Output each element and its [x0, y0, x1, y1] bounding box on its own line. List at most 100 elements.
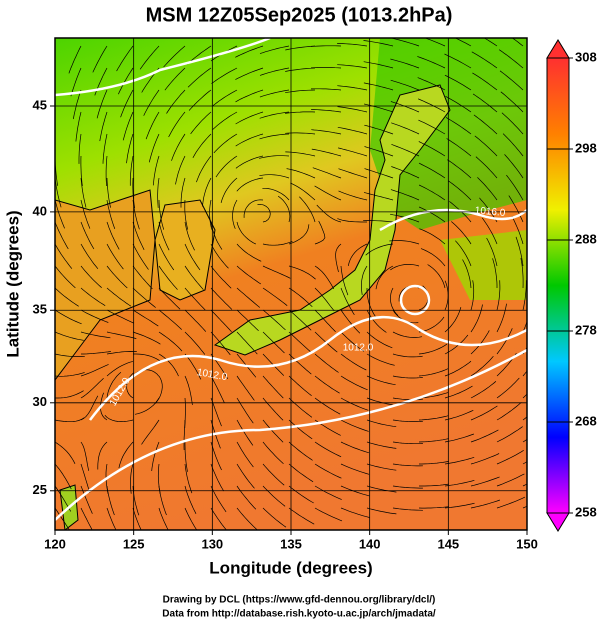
- streamline: [210, 375, 225, 403]
- streamline: [55, 68, 56, 70]
- colorbar-tick-label: 308: [575, 49, 597, 64]
- streamline: [210, 331, 231, 356]
- streamline: [288, 353, 312, 375]
- streamline: [184, 463, 193, 494]
- streamline: [96, 89, 108, 119]
- streamline: [288, 309, 312, 331]
- streamline: [75, 111, 82, 142]
- streamline: [262, 187, 290, 201]
- streamline: [363, 40, 394, 47]
- streamline: [158, 331, 183, 352]
- streamline: [134, 397, 160, 415]
- streamline: [236, 331, 258, 355]
- streamline: [106, 361, 133, 377]
- streamline: [366, 485, 397, 493]
- streamline: [80, 378, 104, 399]
- streamline: [285, 111, 316, 114]
- streamline: [106, 265, 128, 289]
- streamline: [483, 38, 498, 47]
- streamline: [106, 287, 132, 307]
- streamline: [504, 154, 524, 179]
- streamline: [158, 353, 179, 377]
- streamline: [340, 331, 365, 352]
- streamline: [314, 185, 342, 201]
- streamline: [158, 287, 181, 310]
- streamline: [390, 264, 420, 271]
- streamline: [106, 371, 122, 399]
- streamline: [118, 441, 134, 469]
- x-tick-label: 140: [359, 536, 381, 551]
- streamline: [285, 45, 316, 51]
- streamline: [470, 280, 475, 311]
- streamline: [337, 64, 368, 69]
- streamline: [496, 402, 522, 421]
- streamline: [132, 221, 145, 250]
- streamline: [55, 441, 76, 464]
- streamline: [316, 204, 342, 223]
- streamline: [310, 45, 342, 47]
- colorbar-max-arrow: [546, 39, 570, 59]
- streamline: [492, 258, 498, 288]
- streamline: [496, 280, 501, 311]
- streamline: [366, 375, 396, 386]
- streamline: [474, 135, 498, 157]
- streamline: [522, 280, 527, 311]
- streamline: [427, 264, 446, 289]
- streamline: [314, 507, 343, 522]
- streamline: [363, 192, 394, 201]
- streamline: [311, 129, 342, 135]
- streamline: [314, 309, 336, 333]
- streamline: [262, 331, 285, 354]
- streamline: [444, 433, 475, 443]
- streamline: [97, 441, 108, 470]
- streamline: [390, 79, 420, 91]
- streamline: [445, 95, 472, 113]
- streamline: [184, 375, 193, 406]
- streamline: [80, 199, 91, 229]
- streamline: [236, 419, 254, 446]
- streamline: [455, 240, 472, 267]
- streamline: [148, 133, 160, 163]
- streamline: [392, 463, 423, 467]
- streamline: [236, 221, 256, 245]
- streamline: [106, 199, 116, 230]
- streamline: [235, 45, 264, 58]
- streamline: [210, 507, 227, 530]
- streamline: [187, 67, 212, 88]
- streamline: [192, 133, 212, 158]
- streamline: [475, 156, 498, 179]
- streamline: [496, 328, 513, 355]
- streamline: [444, 409, 474, 421]
- streamline: [470, 499, 501, 509]
- streamline: [288, 375, 312, 396]
- streamline: [236, 463, 255, 489]
- streamline: [311, 148, 342, 157]
- streamline: [444, 456, 475, 465]
- colorbar-min-arrow: [546, 512, 570, 532]
- streamline: [511, 216, 524, 245]
- isobar: [89, 315, 527, 421]
- streamline: [337, 106, 368, 113]
- streamline: [202, 177, 212, 207]
- streamline: [310, 67, 342, 69]
- streamline: [444, 479, 475, 487]
- streamline: [363, 61, 394, 69]
- x-axis-label: Longitude (degrees): [209, 558, 372, 577]
- streamline: [392, 353, 423, 358]
- y-axis-label: Latitude (degrees): [3, 210, 22, 357]
- streamline: [288, 485, 314, 504]
- streamline: [236, 177, 264, 192]
- streamline: [151, 441, 160, 472]
- streamline: [210, 287, 233, 310]
- streamline: [166, 89, 186, 114]
- streamline: [132, 265, 153, 290]
- streamline: [444, 74, 472, 91]
- streamline: [522, 320, 527, 333]
- streamline: [180, 177, 186, 208]
- streamline: [262, 287, 288, 306]
- colorbar-tick-label: 258: [575, 504, 597, 519]
- streamline: [243, 199, 264, 218]
- streamline: [472, 72, 498, 91]
- streamline: [184, 309, 207, 332]
- streamline: [496, 426, 523, 443]
